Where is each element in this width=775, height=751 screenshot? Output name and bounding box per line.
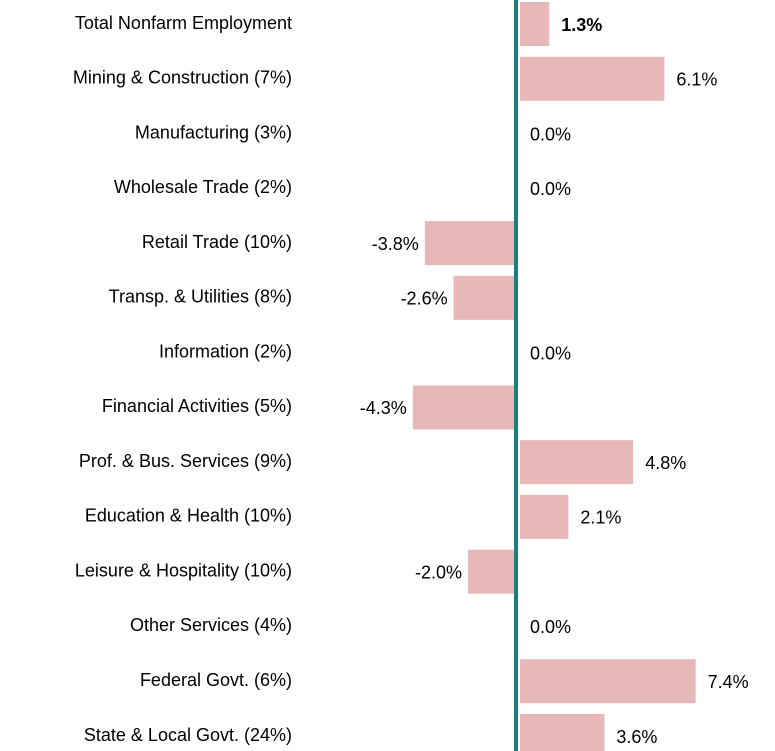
bar bbox=[520, 494, 569, 539]
bar bbox=[520, 2, 550, 46]
category-label: Retail Trade (10%) bbox=[142, 232, 292, 252]
category-label: Financial Activities (5%) bbox=[102, 396, 292, 416]
category-label: Prof. & Bus. Services (9%) bbox=[79, 451, 292, 471]
bar bbox=[468, 549, 514, 594]
value-label: 7.4% bbox=[708, 672, 749, 692]
value-label: 1.3% bbox=[561, 15, 602, 35]
category-label: State & Local Govt. (24%) bbox=[84, 725, 292, 745]
category-label: Transp. & Utilities (8%) bbox=[109, 287, 292, 307]
bar bbox=[424, 221, 514, 266]
value-label: -2.6% bbox=[401, 289, 448, 309]
bar bbox=[412, 385, 514, 430]
value-label: 0.0% bbox=[530, 343, 571, 363]
value-label: 0.0% bbox=[530, 617, 571, 637]
category-label: Leisure & Hospitality (10%) bbox=[75, 560, 292, 580]
category-label: Total Nonfarm Employment bbox=[75, 13, 292, 33]
value-label: 6.1% bbox=[676, 70, 717, 90]
category-label: Manufacturing (3%) bbox=[135, 122, 292, 142]
value-label: 2.1% bbox=[580, 508, 621, 528]
category-label: Wholesale Trade (2%) bbox=[114, 177, 292, 197]
value-label: -4.3% bbox=[360, 398, 407, 418]
value-label: -3.8% bbox=[372, 234, 419, 254]
value-label: 4.8% bbox=[645, 453, 686, 473]
bar bbox=[520, 659, 696, 704]
bar bbox=[520, 56, 665, 101]
value-label: 0.0% bbox=[530, 179, 571, 199]
category-label: Information (2%) bbox=[159, 341, 292, 361]
category-label: Education & Health (10%) bbox=[85, 506, 292, 526]
category-label: Federal Govt. (6%) bbox=[140, 670, 292, 690]
value-label: -2.0% bbox=[415, 562, 462, 582]
bar bbox=[520, 714, 605, 751]
value-label: 3.6% bbox=[616, 727, 657, 747]
category-label: Mining & Construction (7%) bbox=[73, 68, 292, 88]
value-label: 0.0% bbox=[530, 124, 571, 144]
bar bbox=[520, 440, 634, 485]
category-label: Other Services (4%) bbox=[130, 615, 292, 635]
bar bbox=[453, 275, 514, 320]
